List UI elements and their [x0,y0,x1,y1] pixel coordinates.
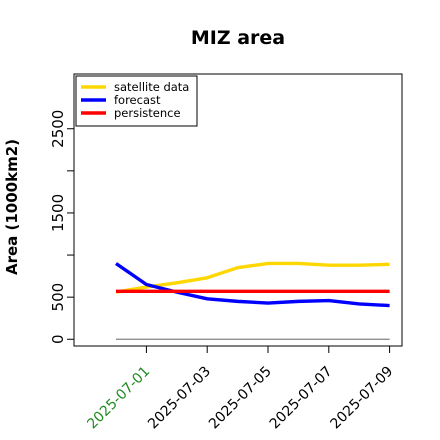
series-line-forecast [115,262,390,308]
series-lines [115,261,390,340]
x-tick-label: 2025-07-05 [206,364,275,433]
legend-label: satellite data [114,80,189,94]
x-tick-label: 2025-07-01 [84,364,153,433]
legend-label: forecast [114,93,161,107]
series-line-satellite-data [115,261,390,294]
chart-title: MIZ area [191,27,285,49]
y-tick-label: 2500 [49,110,67,148]
y-tick-label: 500 [49,283,67,312]
x-tick-label: 2025-07-09 [328,364,397,433]
x-tick-label: 2025-07-03 [145,364,214,433]
y-tick-label: 0 [49,334,67,344]
y-tick-label: 1500 [49,194,67,232]
legend-label: persistence [114,106,181,120]
y-axis-label: Area (1000km2) [3,139,21,275]
plot-frame [73,73,403,347]
x-tick-label: 2025-07-07 [267,364,336,433]
